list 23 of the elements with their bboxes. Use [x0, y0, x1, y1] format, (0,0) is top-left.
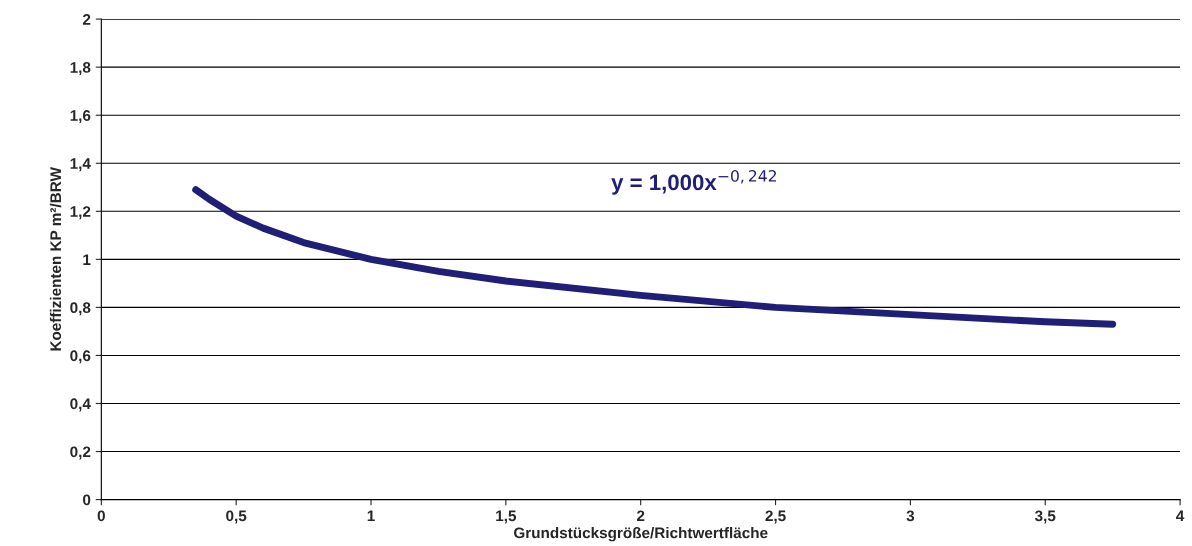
y-tick-label: 0 — [83, 494, 91, 506]
annotation: y = 1,000x$^{−0,242}$ — [611, 170, 776, 195]
x-tick-label: 2 — [636, 510, 645, 522]
y-tick-label: 1,6 — [70, 110, 91, 124]
y-tick-label: 0,4 — [70, 398, 91, 412]
y-tick-label: 2 — [82, 13, 91, 25]
y-tick-label: 0,2 — [70, 446, 91, 460]
y-tick-label: 1 — [83, 254, 91, 265]
y-tick-label: 0,6 — [70, 350, 91, 364]
y-axis-title: Koeffizienten KP m²/BRW — [49, 167, 62, 351]
y-tick-label: 1,8 — [70, 62, 91, 76]
x-tick-label: 0 — [97, 510, 105, 522]
y-tick-label: 1,4 — [70, 158, 91, 172]
x-tick-label: 2,5 — [765, 510, 786, 524]
x-tick-label: 3 — [906, 510, 915, 522]
x-axis-title: Grundstücksgröße/Richtwertfläche — [514, 527, 768, 542]
x-tick-label: 1,5 — [496, 510, 517, 524]
x-tick-label: 4 — [1176, 510, 1185, 522]
x-tick-label: 0,5 — [226, 510, 247, 524]
x-tick-label: 1 — [367, 510, 375, 522]
y-tick-label: 1,2 — [70, 206, 91, 220]
x-tick-label: 3,5 — [1034, 510, 1056, 524]
y-tick-label: 0,8 — [70, 302, 91, 316]
